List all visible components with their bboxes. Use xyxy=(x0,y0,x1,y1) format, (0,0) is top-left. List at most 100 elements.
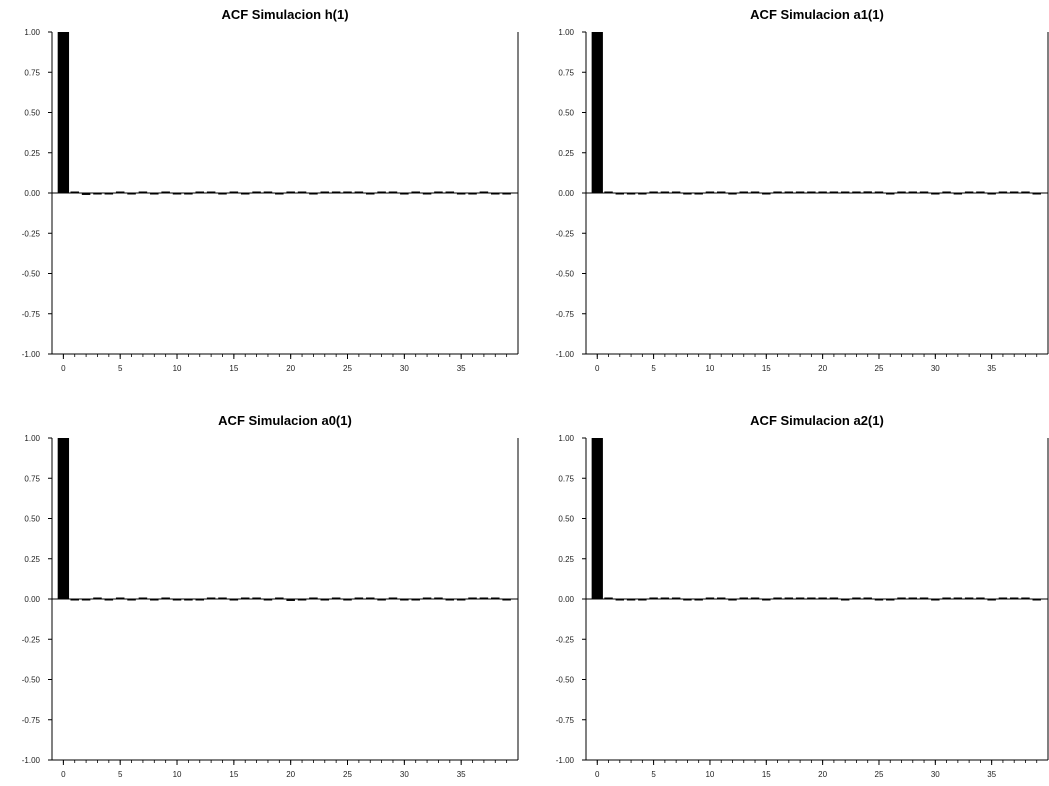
acf-bar xyxy=(671,597,681,599)
x-tick-label: 5 xyxy=(651,770,656,779)
acf-bar xyxy=(987,193,996,195)
acf-bar xyxy=(150,193,159,195)
acf-bar xyxy=(400,599,409,601)
acf-bar xyxy=(863,191,872,193)
acf-bar xyxy=(683,193,692,195)
acf-bar xyxy=(320,191,330,193)
chart-panel-3: ACF Simulacion a0(1) 1.00 0.75 0.50 0.25 0.00… xyxy=(22,413,519,779)
acf-bar xyxy=(502,193,511,195)
acf-bar xyxy=(852,191,861,193)
acf-bar xyxy=(388,597,398,599)
x-tick-label: 0 xyxy=(61,364,66,373)
y-tick-label: 1.00 xyxy=(24,28,40,37)
x-tick-label: 30 xyxy=(400,364,409,373)
acf-bar xyxy=(976,191,985,193)
acf-bar xyxy=(252,597,261,599)
x-tick-label: 0 xyxy=(595,770,600,779)
y-tick-label: -0.50 xyxy=(22,270,41,279)
acf-bar xyxy=(286,599,295,601)
acf-bar xyxy=(422,597,432,599)
acf-bar xyxy=(411,599,420,601)
x-tick-label: 0 xyxy=(61,770,66,779)
x-tick-label: 10 xyxy=(705,364,714,373)
acf-bar xyxy=(897,597,906,599)
acf-bar xyxy=(874,191,884,193)
acf-bar xyxy=(377,191,386,193)
acf-bar xyxy=(671,191,681,193)
x-tick-label: 20 xyxy=(286,770,295,779)
acf-bar xyxy=(354,597,364,599)
y-tick-label: 1.00 xyxy=(24,434,40,443)
y-tick-label: 1.00 xyxy=(558,28,574,37)
x-tick-label: 5 xyxy=(651,364,656,373)
acf-bar xyxy=(127,599,136,601)
acf-bar xyxy=(998,597,1008,599)
acf-bar xyxy=(784,597,794,599)
acf-bar xyxy=(229,191,239,193)
acf-bar xyxy=(184,193,193,195)
acf-bar xyxy=(388,191,398,193)
acf-bar xyxy=(502,599,511,601)
x-tick-label: 35 xyxy=(457,364,466,373)
chart-title: ACF Simulacion a2(1) xyxy=(750,413,884,428)
acf-bar xyxy=(354,191,364,193)
acf-bar xyxy=(818,597,827,599)
acf-bar xyxy=(829,191,839,193)
acf-bar xyxy=(150,599,159,601)
y-tick-label: -0.50 xyxy=(22,676,41,685)
acf-bar xyxy=(716,597,726,599)
y-tick-label: -0.75 xyxy=(22,716,41,725)
acf-bar xyxy=(750,191,760,193)
acf-bar xyxy=(615,193,625,195)
acf-bar xyxy=(93,597,102,599)
acf-bar xyxy=(115,191,125,193)
x-tick-label: 35 xyxy=(987,364,996,373)
x-tick-label: 5 xyxy=(118,770,123,779)
acf-bar xyxy=(964,597,974,599)
acf-bar xyxy=(161,191,170,193)
acf-bar xyxy=(840,191,850,193)
acf-bar xyxy=(309,597,318,599)
chart-panel-1: ACF Simulacion h(1) 1.00 0.75 0.50 0.25 0.00 -… xyxy=(22,7,519,373)
acf-bar xyxy=(626,193,636,195)
acf-bar xyxy=(57,438,70,599)
acf-bar xyxy=(138,597,148,599)
x-tick-label: 10 xyxy=(705,770,714,779)
acf-bar xyxy=(976,597,985,599)
acf-bar xyxy=(750,597,760,599)
acf-bar xyxy=(479,191,489,193)
acf-bar xyxy=(818,191,827,193)
acf-bar xyxy=(309,193,318,195)
acf-bar xyxy=(343,191,352,193)
acf-bar xyxy=(728,599,737,601)
acf-bar xyxy=(491,597,500,599)
acf-bar xyxy=(919,597,929,599)
acf-bar xyxy=(942,191,951,193)
acf-bar xyxy=(908,597,918,599)
chart-panel-2: ACF Simulacion a1(1) 1.00 0.75 0.50 0.25 0.00… xyxy=(556,7,1049,373)
acf-bar xyxy=(694,193,703,195)
acf-bar xyxy=(863,597,872,599)
acf-bar xyxy=(1032,599,1041,601)
y-tick-label: 0.00 xyxy=(558,595,574,604)
chart-title: ACF Simulacion a0(1) xyxy=(218,413,352,428)
acf-bar xyxy=(638,193,647,195)
acf-bar xyxy=(739,597,748,599)
acf-bar xyxy=(953,597,963,599)
acf-bar xyxy=(807,191,816,193)
acf-bar xyxy=(1032,193,1041,195)
acf-bar xyxy=(908,191,918,193)
acf-bar xyxy=(604,597,613,599)
acf-bar xyxy=(942,597,951,599)
acf-bar xyxy=(479,597,489,599)
acf-bar xyxy=(987,599,996,601)
y-tick-label: 0.25 xyxy=(558,555,574,564)
acf-bar xyxy=(445,599,455,601)
acf-bar xyxy=(638,599,647,601)
x-tick-label: 15 xyxy=(762,364,771,373)
acf-bar xyxy=(874,599,884,601)
acf-bar xyxy=(115,597,125,599)
acf-bar xyxy=(998,191,1008,193)
acf-bar xyxy=(705,191,715,193)
acf-bar xyxy=(218,597,227,599)
